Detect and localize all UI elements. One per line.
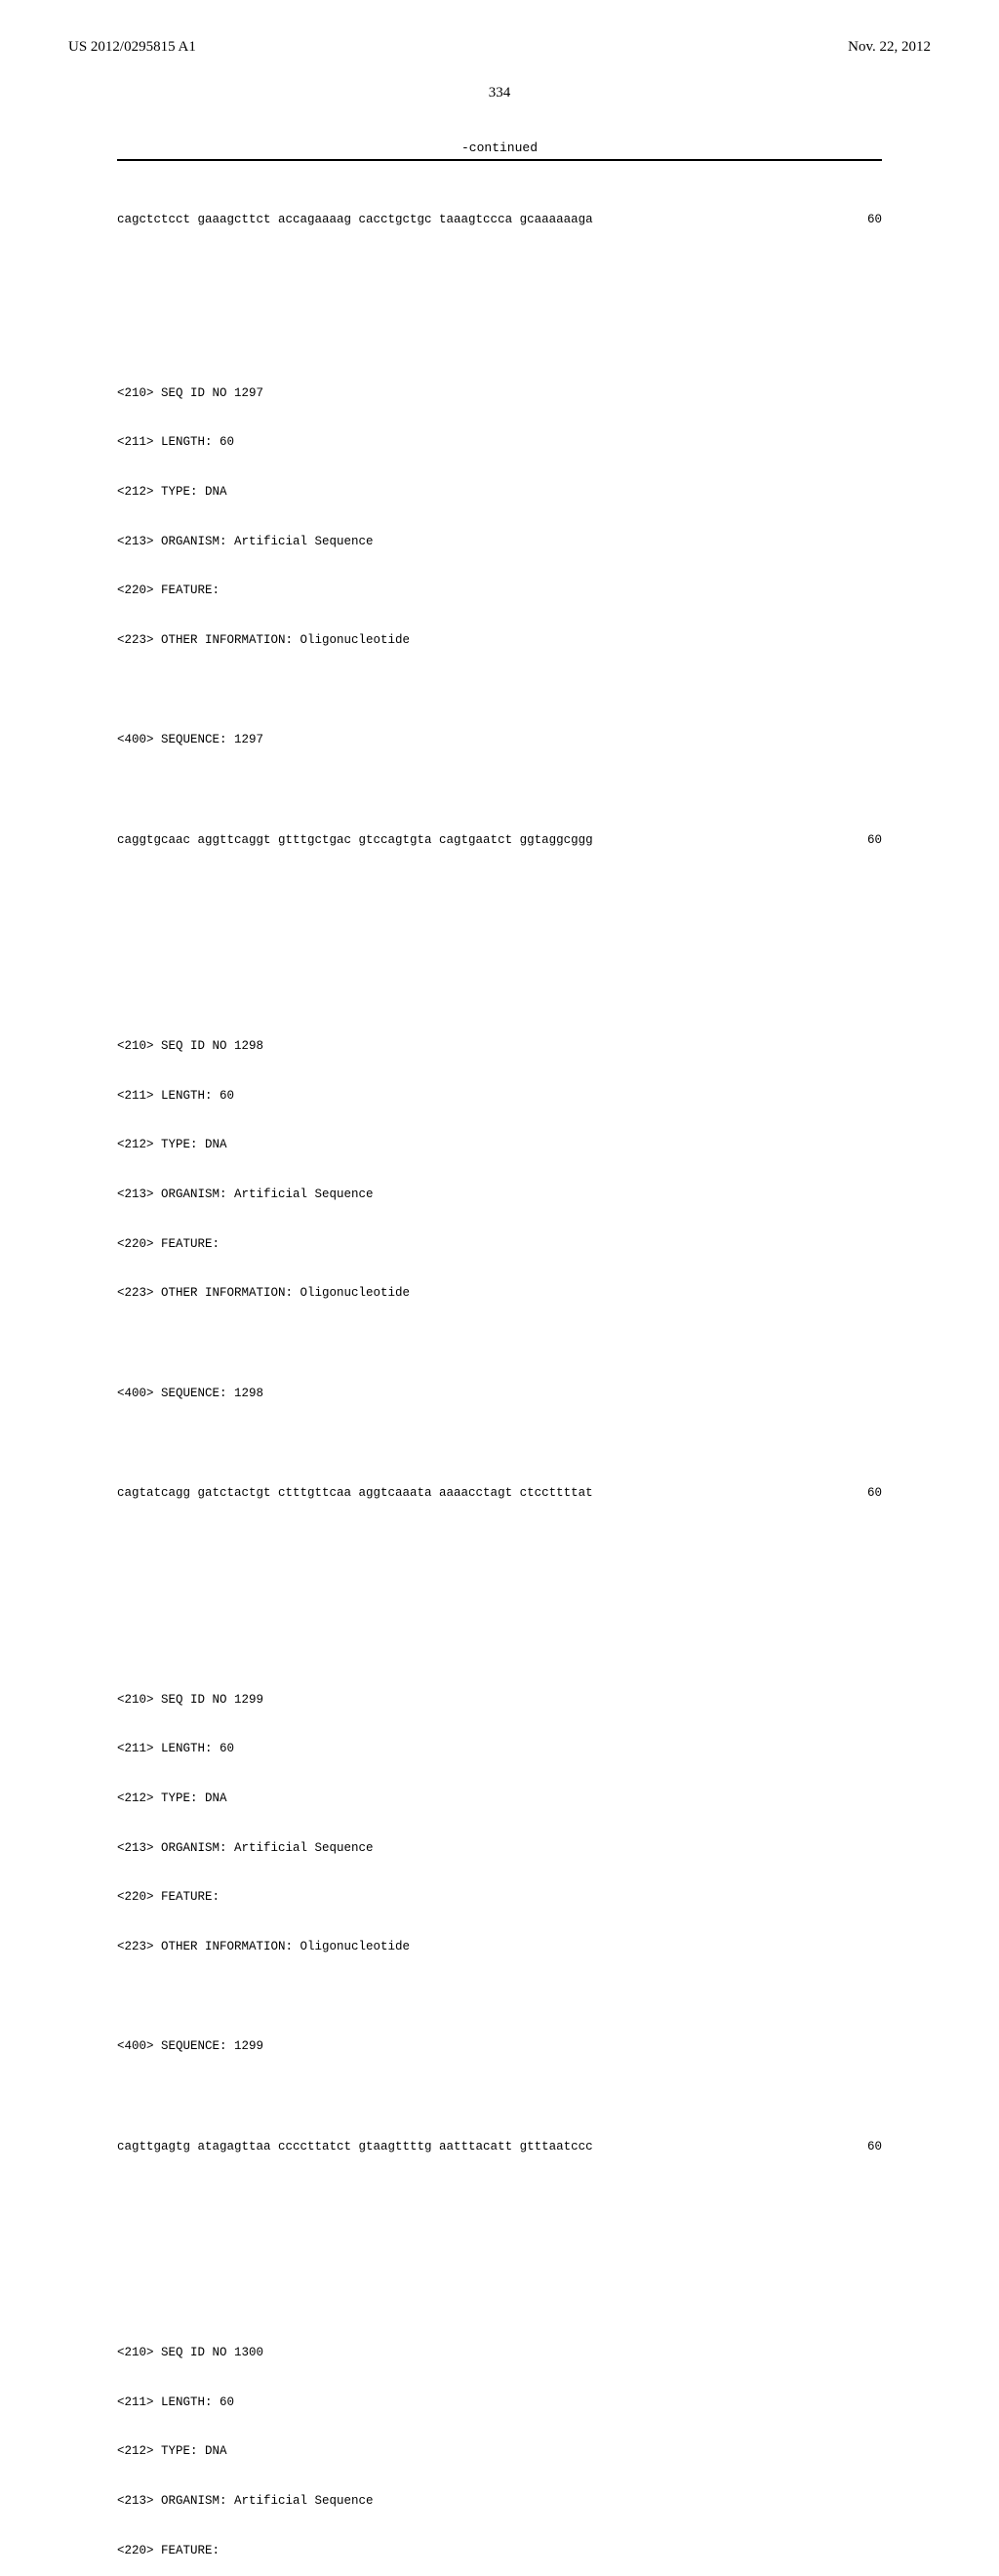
tag-220: <220> FEATURE: xyxy=(117,583,882,599)
sequence-listing: cagctctcct gaaagcttct accagaaaag cacctgc… xyxy=(117,179,882,2576)
publication-date: Nov. 22, 2012 xyxy=(848,39,931,56)
page-number: 334 xyxy=(68,85,931,101)
sequence-text: cagctctcct gaaagcttct accagaaaag cacctgc… xyxy=(117,212,593,228)
tag-210: <210> SEQ ID NO 1298 xyxy=(117,1038,882,1055)
tag-212: <212> TYPE: DNA xyxy=(117,484,882,501)
sequence-line: caggtgcaac aggttcaggt gtttgctgac gtccagt… xyxy=(117,832,882,849)
tag-211: <211> LENGTH: 60 xyxy=(117,1088,882,1105)
tag-211: <211> LENGTH: 60 xyxy=(117,434,882,451)
sequence-line: cagctctcct gaaagcttct accagaaaag cacctgc… xyxy=(117,212,882,228)
tag-400: <400> SEQUENCE: 1299 xyxy=(117,2038,882,2055)
tag-400: <400> SEQUENCE: 1298 xyxy=(117,1386,882,1402)
seq-entry: <210> SEQ ID NO 1300 <211> LENGTH: 60 <2… xyxy=(117,2312,882,2576)
tag-223: <223> OTHER INFORMATION: Oligonucleotide xyxy=(117,632,882,649)
tag-213: <213> ORGANISM: Artificial Sequence xyxy=(117,2493,882,2510)
rule-top-thick xyxy=(117,159,882,161)
sequence-position: 60 xyxy=(838,212,882,228)
tag-210: <210> SEQ ID NO 1300 xyxy=(117,2345,882,2361)
tag-220: <220> FEATURE: xyxy=(117,2543,882,2559)
continued-label: -continued xyxy=(117,141,882,155)
page-container: US 2012/0295815 A1 Nov. 22, 2012 334 -co… xyxy=(0,0,999,2576)
sequence-text: caggtgcaac aggttcaggt gtttgctgac gtccagt… xyxy=(117,832,593,849)
tag-211: <211> LENGTH: 60 xyxy=(117,1741,882,1757)
tag-211: <211> LENGTH: 60 xyxy=(117,2395,882,2411)
tag-400: <400> SEQUENCE: 1297 xyxy=(117,732,882,748)
seq-entry: <210> SEQ ID NO 1297 <211> LENGTH: 60 <2… xyxy=(117,352,882,881)
tag-213: <213> ORGANISM: Artificial Sequence xyxy=(117,1840,882,1857)
tag-210: <210> SEQ ID NO 1299 xyxy=(117,1692,882,1709)
seq-entry: <210> SEQ ID NO 1299 <211> LENGTH: 60 <2… xyxy=(117,1659,882,2188)
sequence-position: 60 xyxy=(838,2139,882,2155)
sequence-text: cagtatcagg gatctactgt ctttgttcaa aggtcaa… xyxy=(117,1485,593,1502)
page-header: US 2012/0295815 A1 Nov. 22, 2012 xyxy=(68,39,931,56)
sequence-line: cagttgagtg atagagttaa ccccttatct gtaagtt… xyxy=(117,2139,882,2155)
tag-212: <212> TYPE: DNA xyxy=(117,1137,882,1153)
tag-220: <220> FEATURE: xyxy=(117,1889,882,1906)
tag-212: <212> TYPE: DNA xyxy=(117,2443,882,2460)
tag-223: <223> OTHER INFORMATION: Oligonucleotide xyxy=(117,1939,882,1955)
seq-entry: <210> SEQ ID NO 1298 <211> LENGTH: 60 <2… xyxy=(117,1005,882,1534)
tag-220: <220> FEATURE: xyxy=(117,1236,882,1253)
publication-number: US 2012/0295815 A1 xyxy=(68,39,196,56)
sequence-position: 60 xyxy=(838,832,882,849)
sequence-position: 60 xyxy=(838,1485,882,1502)
tag-212: <212> TYPE: DNA xyxy=(117,1791,882,1807)
sequence-line: cagtatcagg gatctactgt ctttgttcaa aggtcaa… xyxy=(117,1485,882,1502)
continued-block: -continued xyxy=(117,141,882,161)
tag-210: <210> SEQ ID NO 1297 xyxy=(117,385,882,402)
tag-213: <213> ORGANISM: Artificial Sequence xyxy=(117,534,882,550)
sequence-text: cagttgagtg atagagttaa ccccttatct gtaagtt… xyxy=(117,2139,593,2155)
tag-213: <213> ORGANISM: Artificial Sequence xyxy=(117,1187,882,1203)
